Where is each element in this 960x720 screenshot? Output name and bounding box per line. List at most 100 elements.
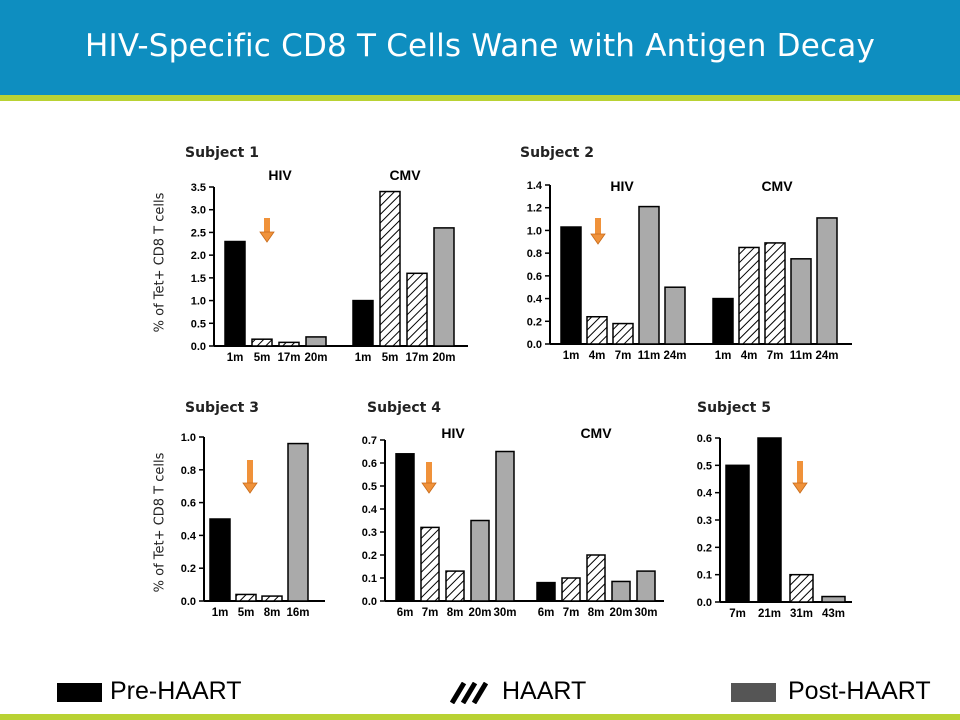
chart-4-xtick-label: 7m <box>422 607 439 619</box>
chart-5-ytick-label: 0.6 <box>697 433 712 445</box>
chart-1-bar <box>406 272 428 347</box>
chart-1-xtick-label: 5m <box>254 352 271 364</box>
chart-4-arrow-head <box>421 482 437 494</box>
chart-1-xtick-label: 5m <box>382 352 399 364</box>
chart-2-bar <box>638 205 660 345</box>
chart-1-ytick-label: 2.5 <box>191 227 206 239</box>
legend-post-label: Post-HAART <box>788 677 931 705</box>
chart-5-ytick-label: 0.0 <box>697 597 712 609</box>
chart-2-ytick-label: 0.6 <box>527 271 542 283</box>
chart-5-ytick-label: 0.5 <box>697 460 712 472</box>
chart-4-ytick-label: 0.3 <box>362 527 377 539</box>
title-stripe <box>0 95 960 101</box>
chart-2-xtick-label: 7m <box>767 350 784 362</box>
chart-4-xtick-label: 6m <box>397 607 414 619</box>
chart-2-arrow-head <box>590 233 606 245</box>
chart-2-bar <box>764 242 786 345</box>
chart-2-xtick-label: 11m <box>638 350 660 362</box>
chart-1-ytick-label: 1.0 <box>191 296 206 308</box>
chart-4-ytick-label: 0.4 <box>362 504 378 516</box>
chart-5-xtick-label: 43m <box>822 608 845 620</box>
chart-1-bar <box>251 338 273 347</box>
chart-2-xtick-label: 1m <box>715 350 732 362</box>
chart-4-xtick-label: 8m <box>588 607 605 619</box>
chart-1-xtick-label: 20m <box>304 352 327 364</box>
chart-2-bar <box>664 286 686 345</box>
chart-4-bar <box>395 453 415 602</box>
chart-2-xtick-label: 24m <box>663 350 686 362</box>
chart-2-bar <box>790 258 812 345</box>
chart-1-arrow-head <box>259 231 275 243</box>
chart-4-bar <box>561 577 581 602</box>
subject-4-label: Subject 4 <box>367 400 441 416</box>
subject-2-label: Subject 2 <box>520 145 594 161</box>
chart-3-xtick-label: 1m <box>212 607 229 619</box>
chart-1-xtick-label: 17m <box>405 352 428 364</box>
chart-1-xtick-label: 1m <box>227 352 244 364</box>
legend-pre-swatch <box>57 683 102 702</box>
chart-1-ytick-label: 2.0 <box>191 250 206 262</box>
chart-5-bar <box>821 595 846 603</box>
chart-4-xtick-label: 6m <box>538 607 555 619</box>
chart-3-xtick-label: 5m <box>238 607 255 619</box>
chart-5-xtick-label: 21m <box>758 608 781 620</box>
chart-5-xtick-label: 7m <box>729 608 746 620</box>
chart-2-xtick-label: 24m <box>815 350 838 362</box>
chart-1-ytick-label: 0.5 <box>191 318 206 330</box>
chart-2-ytick-label: 0.4 <box>527 294 543 306</box>
chart-2-xtick-label: 4m <box>589 350 606 362</box>
chart-4-xtick-label: 7m <box>563 607 580 619</box>
chart-1-bar <box>278 341 300 347</box>
chart-4-group-label: CMV <box>580 425 612 441</box>
chart-3-ytick-label: 0.8 <box>181 465 196 477</box>
chart-1-ytick-label: 0.0 <box>191 341 206 353</box>
chart-3-bar <box>209 518 231 602</box>
chart-1-group-label: HIV <box>268 167 292 183</box>
chart-2-bar <box>738 246 760 345</box>
chart-2-ytick-label: 0.8 <box>527 248 542 260</box>
chart-1-bar <box>379 190 401 347</box>
chart-4-bar <box>611 580 631 602</box>
chart-2-bar <box>586 315 608 345</box>
chart-5-xtick-label: 31m <box>790 608 813 620</box>
chart-3-bar <box>235 593 257 602</box>
chart-5-arrow-head <box>792 482 808 494</box>
chart-5-ytick-label: 0.4 <box>697 488 713 500</box>
chart-2-bar <box>612 322 634 345</box>
chart-1-bar <box>305 336 327 347</box>
subject-1-label: Subject 1 <box>185 145 259 161</box>
chart-4-bar <box>536 581 556 602</box>
chart-5-ytick-label: 0.2 <box>697 542 712 554</box>
chart-2-ytick-label: 0.0 <box>527 339 542 351</box>
chart-4-ytick-label: 0.5 <box>362 481 377 493</box>
bottom-stripe <box>0 714 960 720</box>
chart-4-xtick-label: 8m <box>447 607 464 619</box>
chart-3-bar <box>287 442 309 602</box>
chart-2-bar <box>816 217 838 345</box>
chart-4-xtick-label: 20m <box>468 607 491 619</box>
chart-4-bar <box>470 519 490 602</box>
chart-1-xtick-label: 1m <box>355 352 372 364</box>
chart-2-xtick-label: 11m <box>790 350 812 362</box>
chart-1-ytick-label: 1.5 <box>191 273 206 285</box>
chart-5-bar <box>789 573 814 603</box>
chart-2-group-label: CMV <box>761 178 793 194</box>
chart-4-ytick-label: 0.0 <box>362 596 377 608</box>
chart-3-arrow-head <box>242 482 258 494</box>
chart-1-group-label: CMV <box>389 167 421 183</box>
title-bar <box>0 0 960 95</box>
chart-4-group-label: HIV <box>441 425 465 441</box>
chart-5-ytick-label: 0.3 <box>697 515 712 527</box>
chart-2-ytick-label: 1.0 <box>527 225 542 237</box>
chart-4-bar <box>636 570 656 602</box>
chart-4-xtick-label: 20m <box>609 607 632 619</box>
chart-4-bar <box>445 570 465 602</box>
chart-1-bar <box>352 299 374 347</box>
chart-3-ytick-label: 0.6 <box>181 498 196 510</box>
chart-3-xtick-label: 16m <box>286 607 309 619</box>
chart-3-ytick-label: 1.0 <box>181 432 196 444</box>
chart-3-ytick-label: 0.4 <box>181 530 197 542</box>
chart-1-bar <box>433 227 455 347</box>
slide-title: HIV-Specific CD8 T Cells Wane with Antig… <box>84 28 876 64</box>
